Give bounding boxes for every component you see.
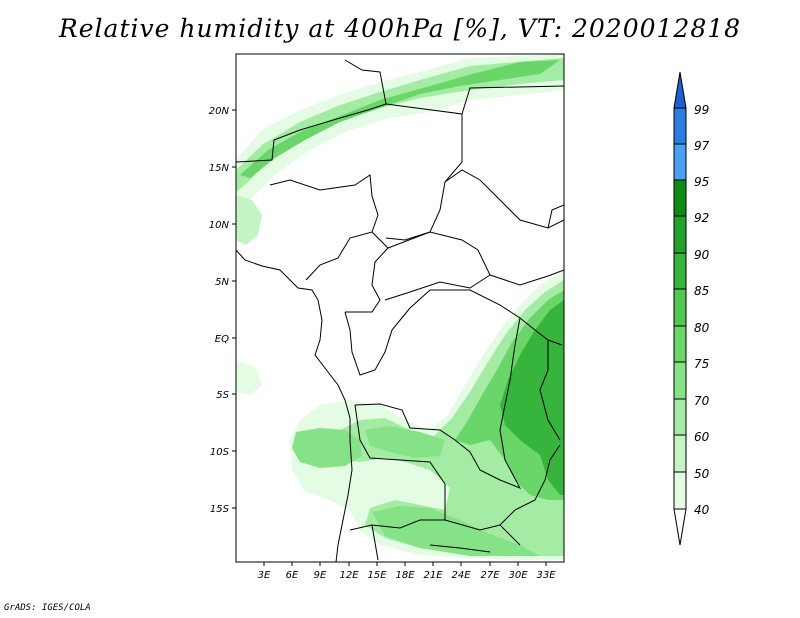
- colorbar-label: 90: [694, 248, 710, 262]
- colorbar-swatch: [673, 471, 687, 510]
- grads-credit: GrADS: IGES/COLA: [4, 603, 91, 613]
- border-east-lakes: [519, 317, 563, 441]
- border-east-top: [547, 204, 564, 229]
- lon-label: 33E: [536, 570, 556, 581]
- colorbar-label: 70: [694, 394, 710, 408]
- colorbar-label: 85: [694, 284, 709, 298]
- map-frame: [235, 53, 565, 563]
- border-south-sudan: [489, 269, 564, 286]
- lat-label: 10S: [210, 447, 230, 458]
- map-title: Relative humidity at 400hPa [%], VT: 202…: [58, 14, 742, 43]
- border-cameroon: [345, 231, 389, 313]
- humidity-shading: [236, 54, 564, 560]
- colorbar-swatch: [673, 361, 687, 400]
- colorbar-swatch: [673, 215, 687, 254]
- lon-label: 15E: [367, 570, 387, 581]
- rh-south-west-75: [292, 428, 362, 468]
- colorbar-label: 50: [694, 467, 710, 481]
- lat-label: 5S: [216, 390, 229, 401]
- lat-axis: 20N 15N 10N 5N EQ 5S 10S 15S: [209, 106, 236, 515]
- colorbar-swatch: [673, 107, 687, 145]
- lon-label: 27E: [480, 570, 500, 581]
- border-congo: [344, 307, 411, 376]
- lat-label: 10N: [209, 220, 230, 231]
- colorbar-label: 60: [694, 430, 710, 444]
- colorbar-swatch: [673, 398, 687, 436]
- rh-west-equator: [236, 360, 262, 395]
- lon-label: 18E: [395, 570, 415, 581]
- lat-label: 5N: [215, 277, 229, 288]
- border-sudan: [444, 169, 564, 229]
- border-angola: [349, 404, 446, 531]
- border-zambia: [444, 444, 561, 531]
- lon-label: 24E: [451, 570, 471, 581]
- colorbar-swatch: [673, 288, 687, 327]
- border-nigeria: [269, 174, 379, 281]
- colorbar-arrow-bottom: [673, 508, 687, 546]
- border-north-2: [385, 103, 463, 241]
- rh-south-band-75: [372, 506, 540, 556]
- lat-label: 15N: [209, 163, 230, 174]
- colorbar-label: 97: [694, 139, 710, 153]
- colorbar-swatch: [673, 325, 687, 363]
- lat-label: 15S: [210, 504, 230, 515]
- border-south: [371, 524, 521, 561]
- colorbar-swatch: [673, 434, 687, 473]
- coastline-west: [236, 249, 353, 562]
- colorbar-label: 40: [694, 503, 710, 517]
- colorbar-arrow-top: [673, 71, 687, 109]
- lon-label: 12E: [339, 570, 359, 581]
- colorbar-swatch: [673, 179, 687, 217]
- rh-west-coast: [236, 195, 262, 245]
- lon-axis: 3E 6E 9E 12E 15E 18E 21E 24E 27E 30E 33E: [258, 562, 556, 581]
- colorbar-label: 99: [694, 103, 709, 117]
- lon-label: 30E: [508, 570, 528, 581]
- colorbar-label: 95: [694, 175, 709, 189]
- rh-center-south-75: [365, 426, 445, 458]
- rh-band-north-outer: [236, 54, 564, 210]
- lon-label: 3E: [258, 570, 271, 581]
- border-drc: [354, 289, 522, 489]
- border-north-1: [236, 59, 387, 163]
- lon-label: 21E: [423, 570, 443, 581]
- colorbar-swatch: [673, 143, 687, 181]
- lon-label: 9E: [314, 570, 327, 581]
- rh-band-north-core: [240, 60, 560, 178]
- country-borders: [236, 59, 564, 562]
- colorbar-label: 75: [694, 357, 709, 371]
- colorbar: 99 97 95 92 90 85 80 75 70 60 50 40: [673, 71, 710, 546]
- colorbar-label: 92: [694, 211, 709, 225]
- rh-east-60: [330, 280, 564, 556]
- colorbar-swatch: [673, 252, 687, 290]
- lon-label: 6E: [286, 570, 299, 581]
- lat-label: EQ: [215, 334, 229, 345]
- border-north-3: [461, 85, 564, 115]
- lat-label: 20N: [209, 106, 230, 117]
- colorbar-label: 80: [694, 321, 710, 335]
